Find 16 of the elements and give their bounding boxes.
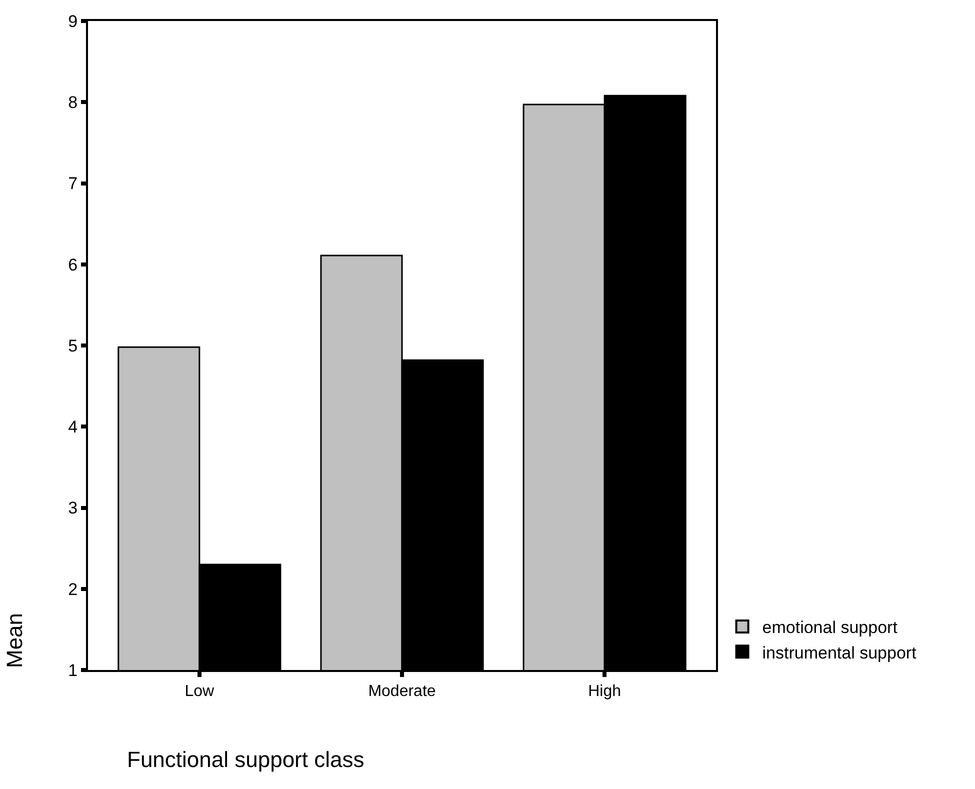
legend-label: instrumental support [762,643,917,662]
x-tick-label: Low [184,683,215,700]
y-tick-label: 6 [68,255,78,274]
y-tick-label: 1 [68,660,78,680]
y-tick-label: 9 [68,12,78,31]
y-tick-label: 2 [68,580,78,599]
y-tick-label: 4 [68,418,78,437]
y-tick-label: 3 [68,498,78,518]
legend-label: emotional support [762,618,898,638]
x-tick-label: High [588,683,622,700]
x-tick-label: Moderate [368,683,436,700]
y-tick-label: 5 [68,336,78,356]
y-tick-label: 7 [68,174,78,194]
y-tick-label: 8 [68,93,78,112]
y-axis-title: Mean [2,612,27,668]
x-axis-title: Functional support class [127,747,364,772]
